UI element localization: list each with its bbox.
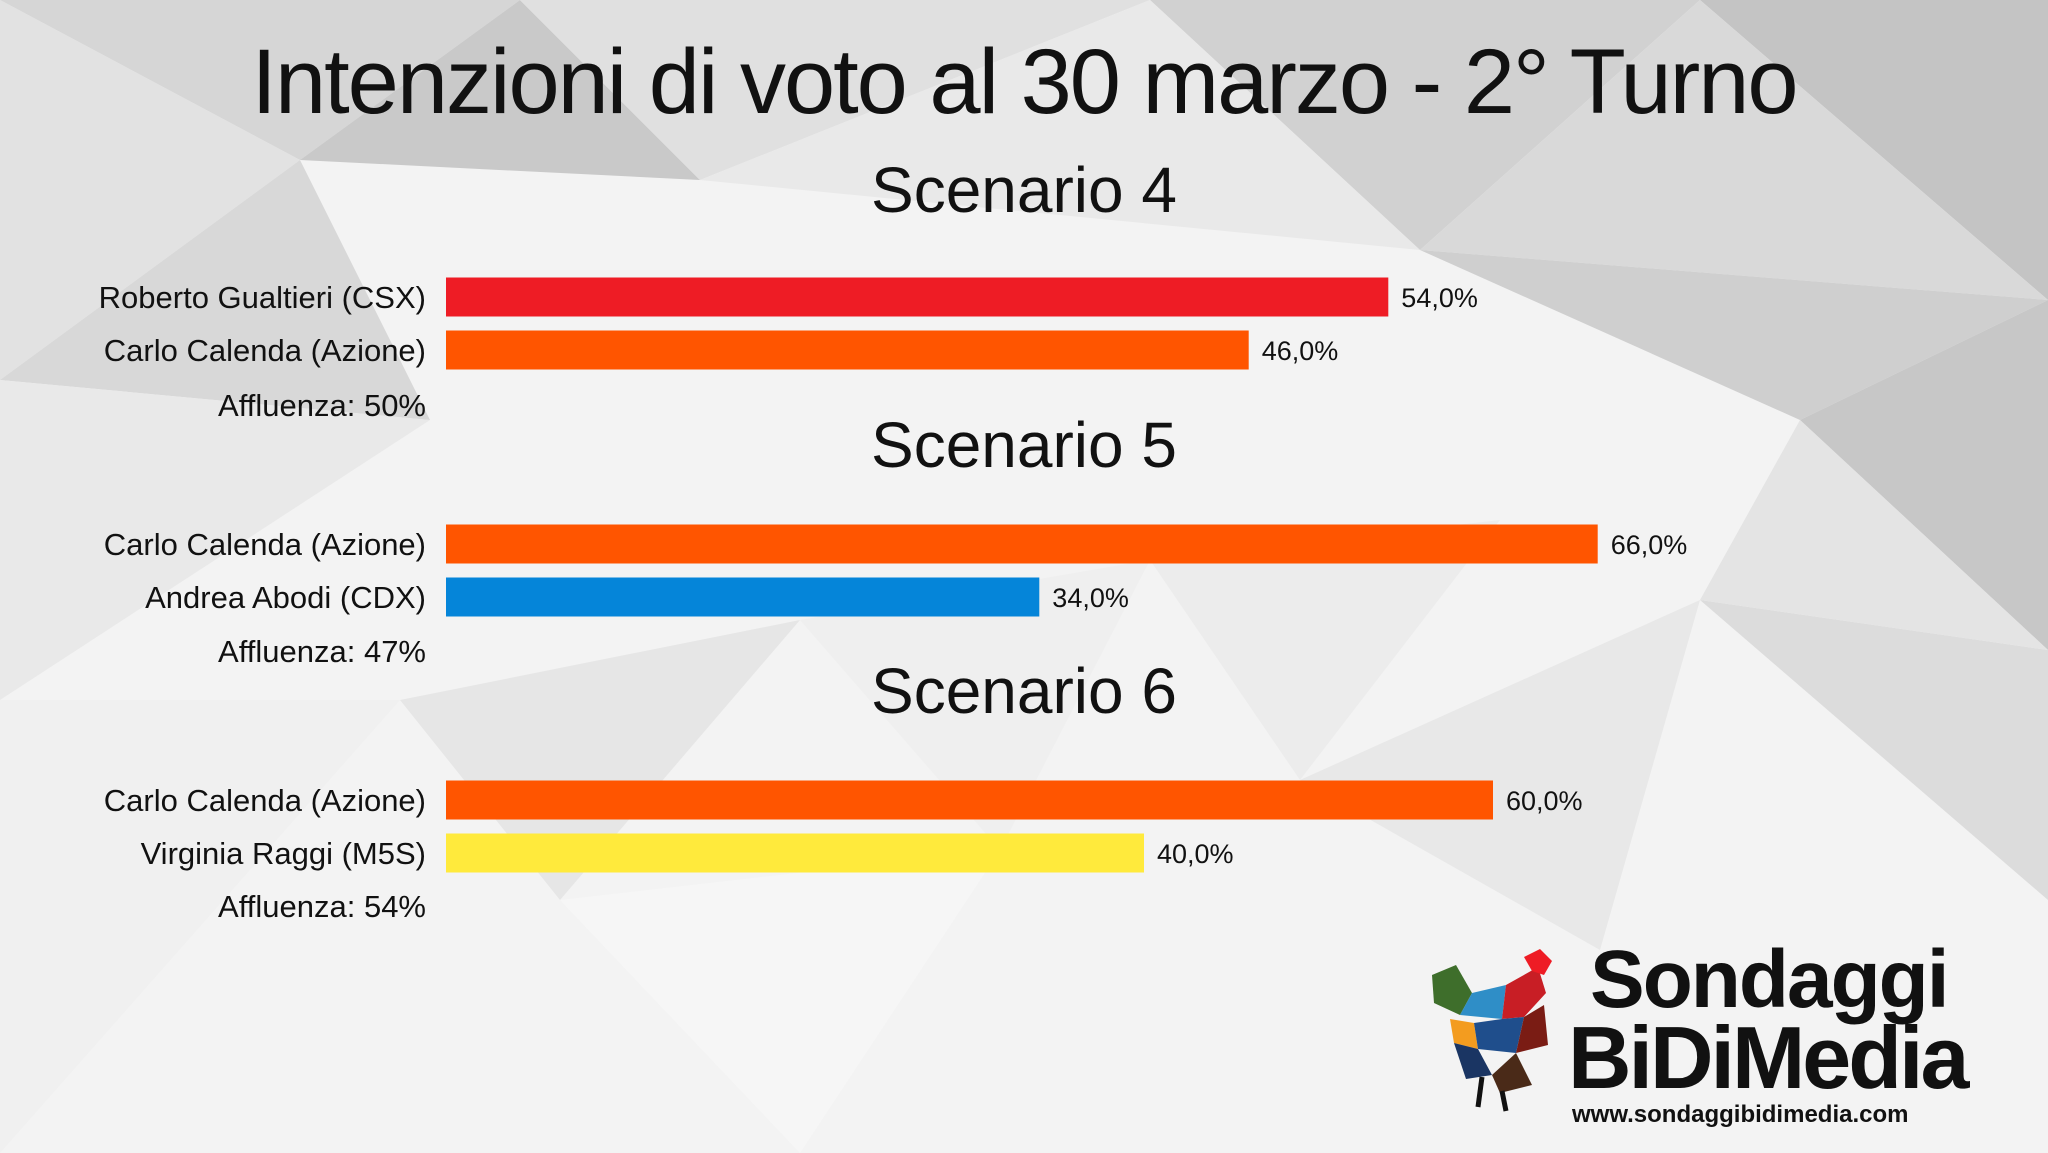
bar — [446, 277, 1389, 317]
category-label: Roberto Gualtieri (CSX) — [99, 280, 426, 315]
category-label: Virginia Raggi (M5S) — [141, 836, 426, 871]
chart-title: Intenzioni di voto al 30 marzo - 2° Turn… — [251, 31, 1798, 133]
logo-url: www.sondaggibidimedia.com — [1572, 1101, 1909, 1128]
logo-word-sondaggi: Sondaggi — [1590, 934, 1950, 1025]
value-label: 66,0% — [1611, 530, 1688, 560]
category-label: Carlo Calenda (Azione) — [104, 333, 426, 368]
bar — [446, 330, 1249, 370]
scenario-title: Scenario 5 — [871, 409, 1177, 481]
turnout-label: Affluenza: 47% — [218, 634, 426, 669]
logo-word-bidimedia: BiDiMedia — [1568, 1008, 1969, 1107]
turnout-label: Affluenza: 54% — [218, 889, 426, 924]
value-label: 60,0% — [1506, 786, 1583, 816]
category-label: Carlo Calenda (Azione) — [104, 783, 426, 818]
bar — [446, 833, 1144, 873]
category-label: Carlo Calenda (Azione) — [104, 527, 426, 562]
bar — [446, 780, 1493, 820]
category-label: Andrea Abodi (CDX) — [145, 580, 426, 615]
value-label: 40,0% — [1157, 839, 1234, 869]
bar — [446, 524, 1598, 564]
rooster-logo-icon — [1432, 949, 1552, 1112]
bar — [446, 577, 1040, 617]
bidimedia-logo: Sondaggi BiDiMedia www.sondaggibidimedia… — [1420, 934, 2040, 1135]
value-label: 46,0% — [1262, 336, 1339, 366]
value-label: 54,0% — [1401, 283, 1478, 313]
turnout-label: Affluenza: 50% — [218, 388, 426, 423]
value-label: 34,0% — [1052, 583, 1129, 613]
scenario-title: Scenario 6 — [871, 655, 1177, 727]
scenario-title: Scenario 4 — [871, 154, 1177, 226]
